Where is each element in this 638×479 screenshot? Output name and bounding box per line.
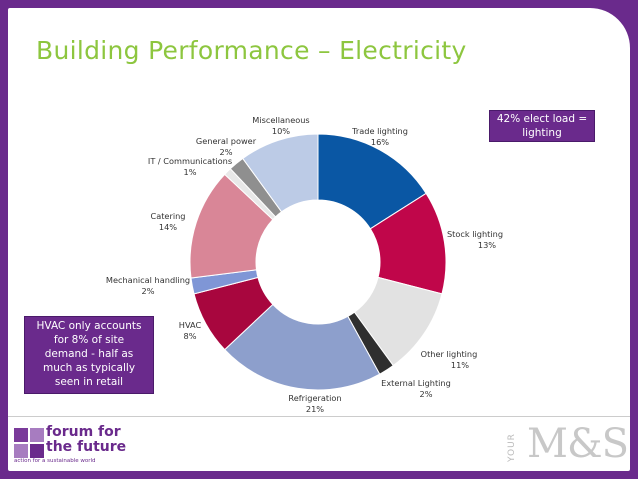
- label-external-lighting-name: External Lighting: [381, 378, 451, 388]
- forum-logo-mark: [14, 428, 44, 458]
- label-general-power-value: 2%: [219, 147, 233, 157]
- your-ms-logo: YOUR M&S: [505, 420, 629, 468]
- forum-logo-line1: forum for: [46, 424, 121, 440]
- label-mechanical-handling-value: 2%: [141, 286, 155, 296]
- ms-logo-prefix: YOUR: [507, 433, 517, 462]
- label-trade-lighting: Trade lighting 16%: [345, 126, 415, 148]
- ms-logo-brand: M&S: [527, 421, 629, 467]
- label-other-lighting: Other lighting 11%: [414, 349, 484, 371]
- elect-load-callout: 42% elect load = lighting: [489, 110, 595, 142]
- label-refrigeration: Refrigeration 21%: [280, 393, 350, 415]
- label-mechanical-handling-name: Mechanical handling: [105, 275, 191, 285]
- forum-for-the-future-logo: forum for the future action for a sustai…: [14, 424, 127, 467]
- forum-logo-tagline: action for a sustainable world: [14, 458, 96, 464]
- label-miscellaneous: Miscellaneous 10%: [243, 115, 319, 137]
- label-refrigeration-value: 21%: [305, 404, 325, 414]
- label-stock-lighting-name: Stock lighting: [446, 229, 504, 239]
- forum-logo-line2: the future: [46, 439, 127, 455]
- label-hvac: HVAC 8%: [170, 320, 210, 342]
- label-hvac-name: HVAC: [178, 320, 202, 330]
- label-catering: Catering 14%: [140, 211, 196, 233]
- label-general-power: General power 2%: [188, 136, 264, 158]
- hvac-callout: HVAC only accounts for 8% of site demand…: [24, 316, 154, 394]
- label-mechanical-handling: Mechanical handling 2%: [100, 275, 196, 297]
- label-other-lighting-name: Other lighting: [420, 349, 478, 359]
- label-miscellaneous-name: Miscellaneous: [252, 115, 310, 125]
- label-trade-lighting-value: 16%: [370, 137, 390, 147]
- label-catering-value: 14%: [158, 222, 178, 232]
- donut-slice-refrigeration: [223, 303, 381, 391]
- label-general-power-name: General power: [195, 136, 257, 146]
- donut-slice-miscellaneous: [242, 133, 319, 213]
- label-stock-lighting: Stock lighting 13%: [440, 229, 510, 251]
- label-miscellaneous-value: 10%: [271, 126, 291, 136]
- label-external-lighting: External Lighting 2%: [374, 378, 458, 400]
- label-catering-name: Catering: [150, 211, 186, 221]
- label-it-communications-name: IT / Communications: [147, 156, 233, 166]
- label-stock-lighting-value: 13%: [477, 240, 497, 250]
- label-refrigeration-name: Refrigeration: [288, 393, 342, 403]
- label-other-lighting-value: 11%: [450, 360, 470, 370]
- label-it-communications: IT / Communications 1%: [140, 156, 240, 178]
- label-external-lighting-value: 2%: [419, 389, 433, 399]
- footer-divider: [8, 416, 630, 417]
- slide-title: Building Performance – Electricity: [36, 36, 467, 65]
- label-it-communications-value: 1%: [183, 167, 197, 177]
- label-trade-lighting-name: Trade lighting: [352, 126, 408, 136]
- label-hvac-value: 8%: [183, 331, 197, 341]
